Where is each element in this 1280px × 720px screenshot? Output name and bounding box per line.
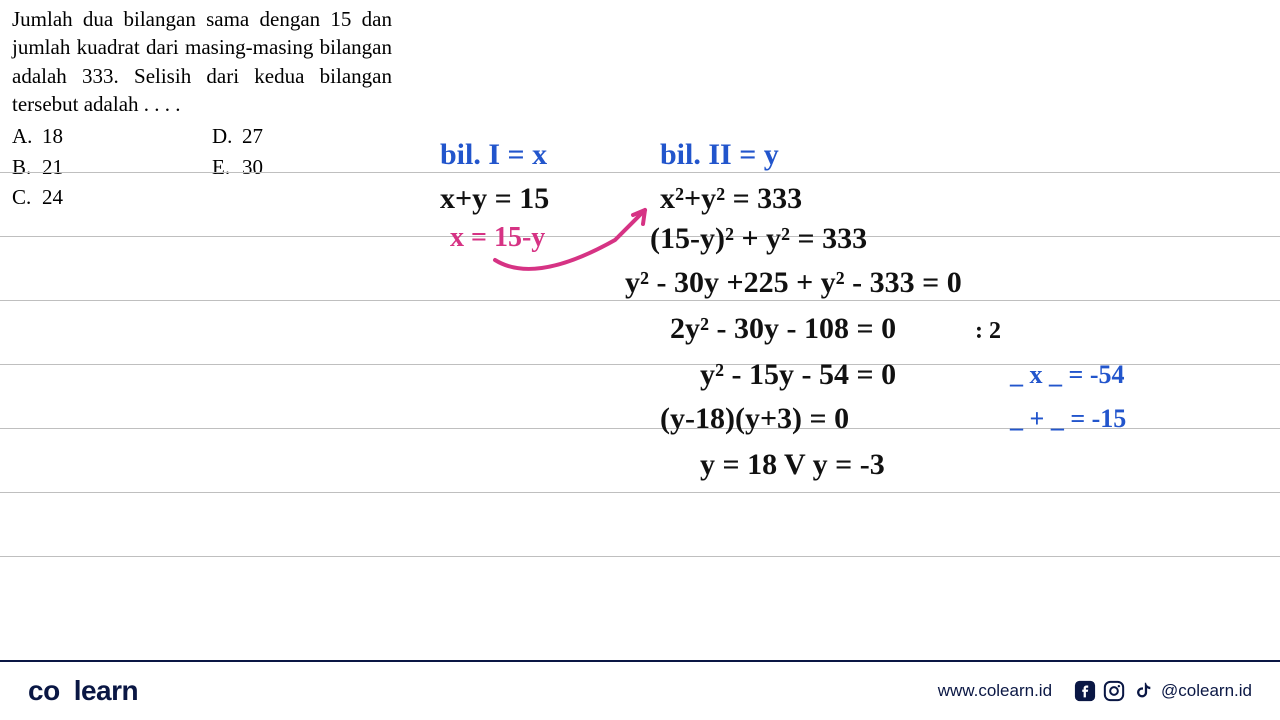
logo-learn: learn [74,675,138,707]
hand-bil2: bil. II = y [660,138,779,172]
hand-line2b: (15-y)² + y² = 333 [650,222,867,256]
tiktok-icon [1132,680,1154,702]
question-text: Jumlah dua bilangan sama dengan 15 dan j… [12,5,392,118]
hand-bil1: bil. I = x [440,138,547,172]
footer-handle: @colearn.id [1161,681,1252,701]
option-a: A. 18 [12,122,212,150]
hand-line5: y² - 15y - 54 = 0 [700,358,896,392]
logo-co: co [28,675,60,707]
footer-right: www.colearn.id @colearn.id [938,680,1252,702]
footer-url: www.colearn.id [938,681,1052,701]
option-letter: D. [212,122,242,150]
option-letter: A. [12,122,42,150]
arrow-curve [445,200,675,290]
hand-line4: 2y² - 30y - 108 = 0 [670,312,896,346]
hand-line1b: x²+y² = 333 [660,182,802,216]
option-value: 18 [42,122,63,150]
instagram-icon [1103,680,1125,702]
hand-line3: y² - 30y +225 + y² - 333 = 0 [625,266,962,300]
footer: co learn www.colearn.id @colearn.id [0,660,1280,720]
logo: co learn [28,675,138,707]
hand-line4div: : 2 [975,318,1001,345]
social-icons: @colearn.id [1074,680,1252,702]
facebook-icon [1074,680,1096,702]
hand-hint1: _ x _ = -54 [1010,360,1124,390]
hand-hint2: _ + _ = -15 [1010,404,1126,434]
option-d: D. 27 [212,122,412,150]
option-value: 27 [242,122,263,150]
hand-line7: y = 18 V y = -3 [700,448,885,482]
hand-line6: (y-18)(y+3) = 0 [660,402,849,436]
